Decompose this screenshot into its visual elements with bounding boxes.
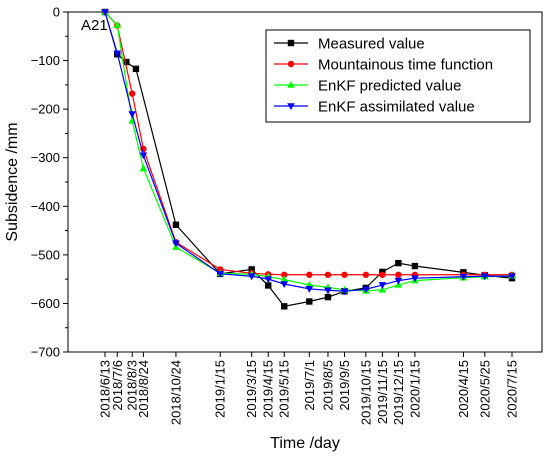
data-point xyxy=(324,287,332,295)
data-point xyxy=(305,286,314,293)
data-point xyxy=(340,288,349,296)
data-point xyxy=(306,271,313,278)
data-point xyxy=(264,276,273,284)
data-point xyxy=(128,111,137,118)
y-tick-label: −400 xyxy=(31,199,60,214)
x-tick-label: 2019/5/15 xyxy=(277,360,292,418)
data-point xyxy=(139,152,148,160)
data-point xyxy=(287,81,295,88)
x-tick-label: 2019/11/15 xyxy=(375,360,390,424)
x-tick-label: 2020/4/15 xyxy=(456,360,471,418)
y-tick-label: −300 xyxy=(31,150,60,165)
y-tick-label: −600 xyxy=(31,296,60,311)
data-point xyxy=(341,271,348,278)
y-tick-label: −700 xyxy=(31,345,60,360)
data-point xyxy=(123,58,130,66)
x-tick-label: 2018/7/6 xyxy=(110,360,125,411)
legend-label: Mountainous time function xyxy=(318,57,493,74)
data-point xyxy=(395,271,402,278)
x-tick-label: 2019/8/5 xyxy=(320,360,335,411)
data-point xyxy=(113,50,122,58)
data-point xyxy=(280,281,289,288)
legend-entry: EnKF predicted value xyxy=(274,78,461,95)
data-point xyxy=(411,262,419,270)
x-tick-label: 2020/5/25 xyxy=(477,360,492,418)
data-point xyxy=(362,286,370,294)
data-point xyxy=(280,275,289,283)
data-point xyxy=(379,271,386,278)
y-axis-title: Subsidence /mm xyxy=(4,122,21,241)
data-point xyxy=(287,60,295,68)
data-point xyxy=(508,273,516,281)
data-point xyxy=(378,285,387,293)
legend-entry: EnKF assimilated value xyxy=(274,99,475,116)
panel-label: A21 xyxy=(81,17,108,34)
y-tick-label: 0 xyxy=(53,5,60,20)
x-tick-label: 2018/8/3 xyxy=(125,360,140,411)
data-point xyxy=(281,271,288,278)
data-point xyxy=(287,103,295,110)
data-point xyxy=(113,21,122,28)
x-tick-label: 2019/3/15 xyxy=(244,360,259,418)
x-tick-label: 2020/7/15 xyxy=(505,360,520,418)
x-tick-label: 2019/9/5 xyxy=(337,360,352,411)
x-tick-label: 2019/7/1 xyxy=(302,360,317,411)
legend-label: EnKF predicted value xyxy=(318,78,461,95)
data-point xyxy=(306,298,313,305)
data-point xyxy=(129,90,136,97)
legend-label: EnKF assimilated value xyxy=(318,99,475,116)
data-point xyxy=(247,273,256,281)
x-tick-label: 2018/6/13 xyxy=(98,360,113,418)
series-4 xyxy=(101,9,516,296)
x-axis-title: Time /day xyxy=(270,435,340,452)
data-point xyxy=(459,273,468,281)
data-point xyxy=(216,271,225,278)
legend-label: Measured value xyxy=(318,36,425,53)
data-point xyxy=(132,65,140,73)
data-point xyxy=(362,271,370,278)
data-point xyxy=(378,282,387,289)
x-tick-label: 2019/10/15 xyxy=(358,360,373,425)
y-axis: 0 −100 −200 −300 −400 −500 −600 −700 xyxy=(31,5,68,360)
data-point xyxy=(394,277,403,285)
x-tick-label: 2020/1/15 xyxy=(407,360,422,418)
data-point xyxy=(139,164,148,172)
x-tick-label: 2019/4/15 xyxy=(261,360,276,418)
legend-box xyxy=(265,29,531,123)
data-point xyxy=(324,271,332,278)
data-point xyxy=(411,275,419,283)
data-point xyxy=(172,240,180,248)
y-tick-label: −500 xyxy=(31,247,60,262)
data-point xyxy=(395,259,402,267)
data-point xyxy=(324,293,332,301)
legend-entry: Measured value xyxy=(274,36,425,53)
x-tick-label: 2018/8/24 xyxy=(136,360,151,418)
data-point xyxy=(172,221,180,228)
x-tick-label: 2019/12/15 xyxy=(391,360,406,425)
legend-entry: Mountainous time function xyxy=(274,57,493,74)
x-tick-label: 2018/10/24 xyxy=(168,360,183,425)
data-point xyxy=(281,303,288,310)
data-point xyxy=(248,266,255,273)
y-tick-label: −200 xyxy=(31,102,60,117)
data-point xyxy=(265,282,272,289)
data-point xyxy=(480,273,489,281)
data-point xyxy=(101,9,109,16)
x-tick-label: 2019/1/15 xyxy=(213,360,228,418)
data-point xyxy=(287,39,295,47)
legend: Measured value Mountainous time function E… xyxy=(265,29,531,123)
series-layer xyxy=(101,8,516,310)
y-tick-label: −100 xyxy=(31,53,60,68)
